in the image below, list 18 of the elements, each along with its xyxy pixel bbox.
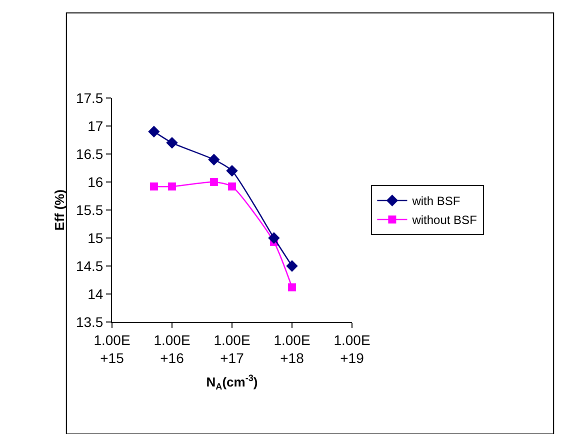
legend-label: without BSF — [411, 213, 477, 228]
legend-label: with BSF — [411, 194, 460, 208]
x-tick-label: 1.00E+18 — [274, 332, 310, 366]
y-tick-label: 17.5 — [76, 90, 104, 106]
x-tick-label: 1.00E+16 — [154, 332, 190, 366]
x-tick-label: 1.00E+15 — [94, 332, 130, 366]
y-tick-label: 16 — [88, 174, 104, 190]
y-tick-label: 15 — [88, 230, 104, 246]
y-tick-label: 14.5 — [76, 258, 104, 274]
y-tick-label: 17 — [88, 118, 104, 134]
y-tick-label: 14 — [88, 286, 104, 302]
y-tick-label: 16.5 — [76, 146, 104, 162]
y-tick-label: 15.5 — [76, 202, 104, 218]
y-axis-title: Eff (%) — [52, 189, 67, 231]
y-tick-label: 13.5 — [76, 314, 104, 330]
x-tick-label: 1.00E+19 — [334, 332, 370, 366]
x-tick-label: 1.00E+17 — [214, 332, 250, 366]
x-axis-title: N$_{A}$(cm$^{-3}$) — [206, 373, 258, 392]
